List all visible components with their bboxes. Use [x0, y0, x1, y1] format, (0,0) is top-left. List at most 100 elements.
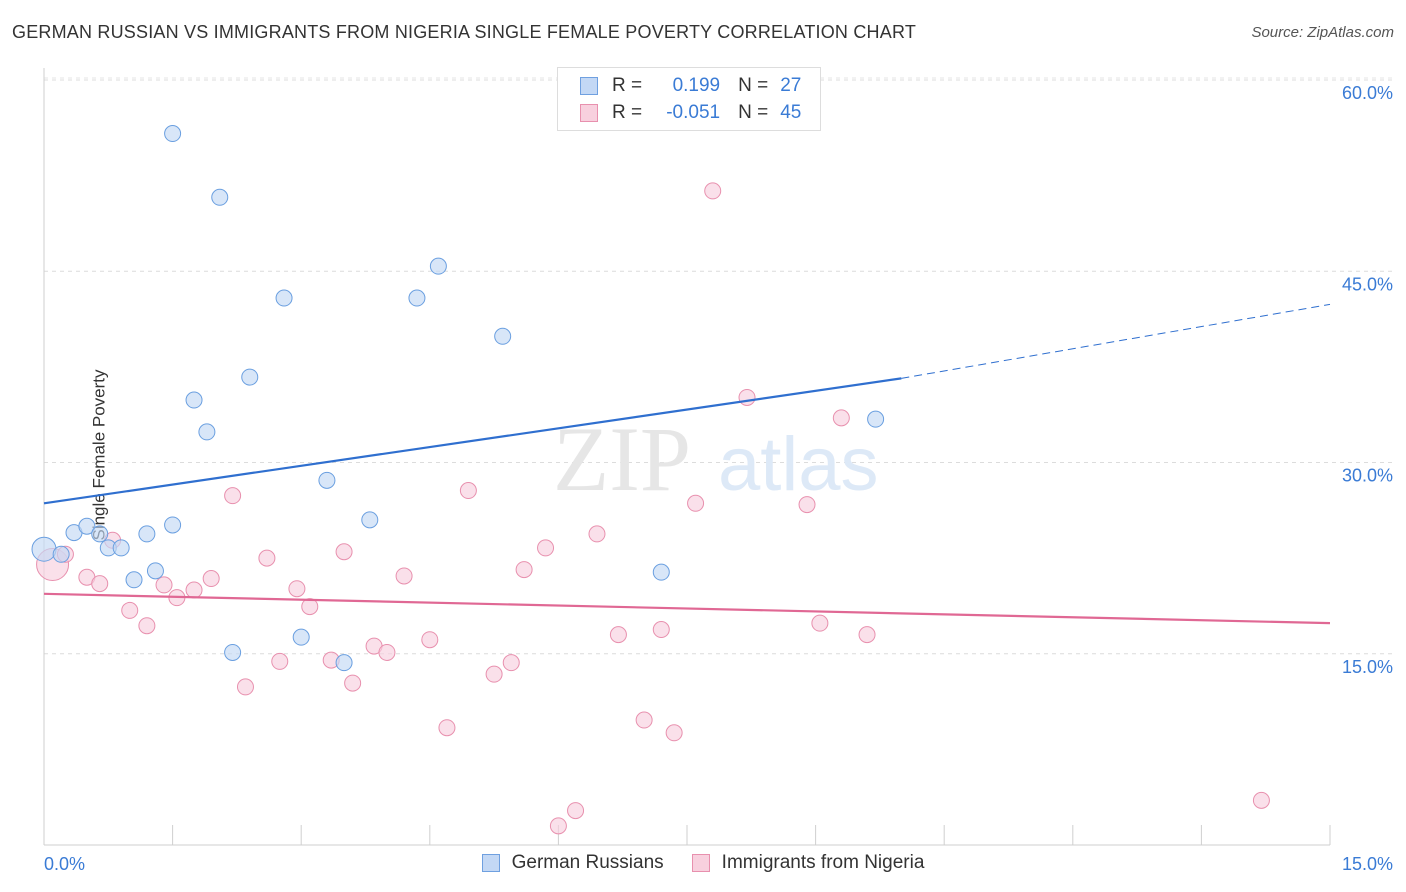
data-point-german-russians — [125, 571, 143, 589]
data-point-nigeria — [395, 567, 413, 585]
r-value: -0.051 — [666, 102, 721, 123]
data-point-german-russians — [318, 471, 336, 489]
data-point-nigeria — [811, 614, 829, 632]
r-label: R = — [612, 75, 643, 96]
data-point-nigeria — [155, 576, 173, 594]
data-point-nigeria — [258, 549, 276, 567]
data-point-nigeria — [301, 598, 319, 616]
data-point-german-russians — [146, 562, 164, 580]
data-point-nigeria — [202, 570, 220, 588]
legend-swatch-blue — [481, 854, 500, 872]
watermark: ZIP atlas — [553, 408, 879, 510]
trend-lines — [43, 303, 1331, 625]
data-point-nigeria — [121, 601, 139, 619]
data-point-german-russians — [31, 536, 57, 562]
stats-legend-row-nigeria: R = -0.051 N = 45 — [580, 101, 801, 125]
data-point-nigeria — [687, 494, 705, 512]
data-point-nigeria — [1252, 791, 1270, 809]
stats-legend: R = 0.199 N = 27 R = -0.051 N = 45 — [557, 67, 821, 131]
data-point-nigeria — [344, 674, 362, 692]
legend-swatch-blue — [580, 77, 598, 95]
n-value: 45 — [780, 102, 802, 123]
data-point-nigeria — [652, 621, 670, 639]
x-tick-labels: 0.0% 15.0% — [44, 854, 1393, 874]
data-point-nigeria — [832, 409, 850, 427]
data-point-nigeria — [288, 580, 306, 598]
data-point-nigeria — [502, 654, 520, 672]
stats-legend-row-german-russians: R = 0.199 N = 27 — [580, 74, 801, 98]
r-value: 0.199 — [672, 75, 721, 96]
data-point-german-russians — [91, 525, 109, 543]
data-point-nigeria — [271, 652, 289, 670]
legend-label: Immigrants from Nigeria — [721, 852, 925, 873]
data-point-nigeria — [609, 626, 627, 644]
data-point-nigeria — [236, 678, 254, 696]
y-tick-labels: 15.0% 30.0% 45.0% 60.0% — [1342, 83, 1393, 677]
legend-swatch-pink — [691, 854, 710, 872]
data-point-nigeria — [438, 719, 456, 737]
series-german-russians-points — [31, 125, 885, 672]
data-point-german-russians — [429, 257, 447, 275]
gridlines — [44, 77, 1392, 655]
data-point-nigeria — [335, 543, 353, 561]
data-point-german-russians — [138, 525, 156, 543]
data-point-german-russians — [275, 289, 293, 307]
x-tick-label: 15.0% — [1342, 854, 1393, 874]
y-tick-label: 15.0% — [1342, 657, 1393, 677]
source-label: Source: ZipAtlas.com — [1251, 24, 1394, 41]
y-tick-label: 60.0% — [1342, 83, 1393, 103]
data-point-nigeria — [138, 617, 156, 635]
data-point-nigeria — [421, 631, 439, 649]
legend-item-nigeria[interactable]: Immigrants from Nigeria — [691, 852, 925, 874]
data-point-german-russians — [164, 125, 182, 143]
n-label: N = — [738, 102, 769, 123]
axes — [43, 68, 1331, 846]
data-point-nigeria — [567, 802, 585, 820]
n-label: N = — [738, 75, 769, 96]
data-point-nigeria — [665, 724, 683, 742]
data-point-nigeria — [738, 388, 756, 406]
data-point-nigeria — [91, 575, 109, 593]
x-tick-label: 0.0% — [44, 854, 85, 874]
trend-line-nigeria — [43, 592, 1331, 625]
r-label: R = — [612, 102, 643, 123]
data-point-nigeria — [798, 496, 816, 514]
data-point-nigeria — [858, 626, 876, 644]
data-point-german-russians — [292, 628, 310, 646]
data-point-german-russians — [867, 410, 885, 428]
legend-swatch-pink — [580, 104, 598, 122]
data-point-german-russians — [112, 539, 130, 557]
data-point-nigeria — [704, 182, 722, 200]
watermark-atlas: atlas — [718, 422, 879, 507]
series-legend: German Russians Immigrants from Nigeria — [0, 852, 1406, 874]
data-point-german-russians — [335, 654, 353, 672]
data-point-nigeria — [485, 665, 503, 683]
data-point-german-russians — [408, 289, 426, 307]
data-point-german-russians — [211, 188, 229, 206]
trend-line-german-russians-projection — [901, 303, 1331, 379]
data-point-german-russians — [494, 327, 512, 345]
legend-item-german-russians[interactable]: German Russians — [481, 852, 664, 874]
data-point-nigeria — [635, 711, 653, 729]
trend-line-german-russians — [43, 377, 902, 505]
data-point-nigeria — [549, 817, 567, 835]
data-point-nigeria — [588, 525, 606, 543]
data-point-german-russians — [652, 563, 670, 581]
data-point-german-russians — [52, 545, 70, 563]
y-tick-label: 45.0% — [1342, 274, 1393, 294]
data-point-nigeria — [537, 539, 555, 557]
chart-title: GERMAN RUSSIAN VS IMMIGRANTS FROM NIGERI… — [12, 22, 917, 42]
data-point-nigeria — [185, 581, 203, 599]
data-point-nigeria — [378, 643, 396, 661]
y-tick-label: 30.0% — [1342, 466, 1393, 486]
data-point-german-russians — [224, 643, 242, 661]
data-point-german-russians — [185, 391, 203, 409]
data-point-german-russians — [241, 368, 259, 386]
data-point-german-russians — [164, 516, 182, 534]
data-point-german-russians — [198, 423, 216, 441]
data-point-german-russians — [78, 517, 96, 535]
watermark-zip: ZIP — [553, 408, 691, 510]
data-point-german-russians — [361, 511, 379, 529]
data-point-nigeria — [224, 487, 242, 505]
